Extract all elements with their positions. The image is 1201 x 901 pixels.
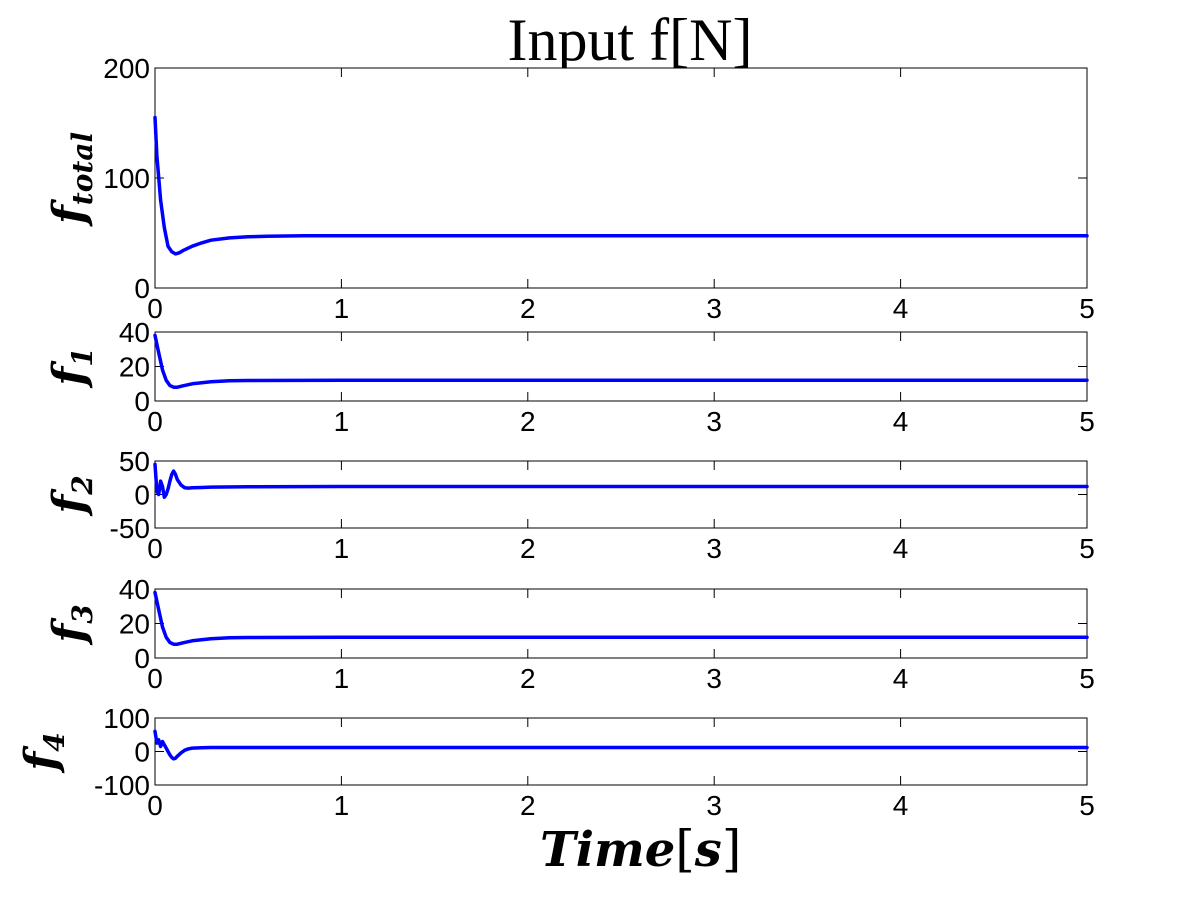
x-axis-label-unit: s (694, 822, 722, 878)
x-tick-label: 0 (147, 406, 163, 437)
y-tick-label: 200 (103, 53, 150, 84)
x-tick-label: 1 (334, 293, 350, 324)
y-axis-label-subscript: total (66, 132, 99, 205)
x-tick-label: 5 (1079, 663, 1095, 694)
y-tick-label: 50 (119, 446, 150, 477)
series-line-f-2 (153, 462, 1089, 499)
y-tick-label: 100 (103, 703, 150, 734)
series-line-f-total (153, 115, 1089, 256)
x-tick-label: 4 (893, 293, 909, 324)
x-tick-label: 3 (706, 293, 722, 324)
x-tick-label: 5 (1079, 406, 1095, 437)
y-tick-label: -100 (94, 770, 150, 801)
y-tick-label: 0 (134, 643, 150, 674)
x-tick-label: 3 (706, 663, 722, 694)
y-tick-label: 100 (103, 163, 150, 194)
y-axis-label: f1 (44, 347, 99, 388)
x-tick-label: 5 (1079, 293, 1095, 324)
x-tick-label: 2 (520, 533, 536, 564)
x-tick-label: 5 (1079, 533, 1095, 564)
series-line-f-3 (153, 590, 1089, 646)
x-tick-label: 4 (893, 406, 909, 437)
svg-text:Time[s]: Time[s] (540, 820, 741, 878)
x-tick-label: 0 (147, 533, 163, 564)
y-tick-label: 20 (119, 352, 150, 383)
x-tick-label: 4 (893, 533, 909, 564)
x-tick-label: 0 (147, 790, 163, 821)
x-tick-label: 1 (334, 663, 350, 694)
x-axis-label-text: Time (540, 822, 675, 878)
x-tick-label: 1 (334, 406, 350, 437)
y-axis-label: f3 (44, 604, 99, 645)
y-axis-label-subscript: 1 (66, 347, 99, 366)
axes-box (154, 67, 1088, 289)
y-axis-label-subscript: 3 (66, 604, 99, 623)
subplot-1: 0 1 2 3 4 5 0 100 200 ftotal (44, 53, 1095, 324)
y-tick-label: 0 (134, 386, 150, 417)
x-tick-label: 2 (520, 790, 536, 821)
axes-box (154, 717, 1088, 786)
axes-box (154, 460, 1088, 529)
y-tick-label: 40 (119, 574, 150, 605)
figure-title: Input f[N] (508, 7, 753, 73)
x-tick-label: 1 (334, 533, 350, 564)
x-tick-label: 3 (706, 406, 722, 437)
x-tick-label: 2 (520, 406, 536, 437)
x-tick-label: 2 (520, 293, 536, 324)
y-axis-label: ftotal (44, 132, 99, 227)
y-tick-label: 0 (134, 480, 150, 511)
y-tick-label: 20 (119, 609, 150, 640)
y-tick-label: 0 (134, 737, 150, 768)
x-axis-label-bracket-close: ] (722, 820, 742, 878)
x-tick-label: 0 (147, 293, 163, 324)
series-line-f-4 (153, 729, 1089, 761)
y-axis-label-subscript: 2 (66, 475, 99, 495)
x-tick-label: 5 (1079, 790, 1095, 821)
y-axis-label: f2 (44, 475, 99, 516)
axes-box (154, 331, 1088, 402)
x-tick-label: 3 (706, 790, 722, 821)
x-tick-label: 0 (147, 663, 163, 694)
x-axis-label: Time[s] (540, 820, 741, 878)
x-axis-label-bracket-open: [ (675, 820, 695, 878)
y-tick-label: 40 (119, 317, 150, 348)
y-tick-label: 0 (134, 273, 150, 304)
x-tick-label: 3 (706, 533, 722, 564)
y-tick-label: -50 (110, 513, 150, 544)
axes-box (154, 588, 1088, 659)
series-line-f-1 (153, 333, 1089, 389)
x-tick-label: 4 (893, 790, 909, 821)
y-axis-label-subscript: 4 (38, 732, 71, 751)
x-tick-label: 2 (520, 663, 536, 694)
x-tick-label: 4 (893, 663, 909, 694)
x-tick-label: 1 (334, 790, 350, 821)
